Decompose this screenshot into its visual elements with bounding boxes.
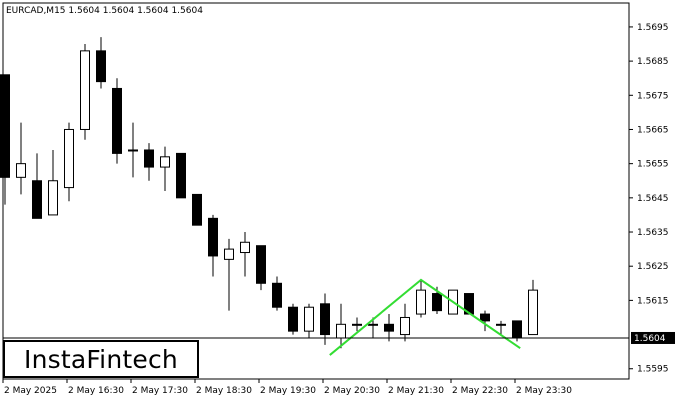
- candle: [0, 74, 10, 205]
- x-tick-label: 2 May 22:30: [452, 386, 508, 396]
- candle-body: [176, 152, 186, 199]
- candle: [144, 143, 154, 181]
- candle: [32, 153, 42, 219]
- candle-body: [496, 323, 506, 326]
- candle-body: [336, 323, 346, 339]
- y-tick-label: 1.5625: [637, 262, 669, 272]
- candle: [16, 122, 26, 195]
- candle-body: [224, 248, 234, 260]
- candle: [384, 314, 394, 342]
- candle-body: [416, 289, 426, 315]
- candle: [528, 279, 538, 336]
- candle-body: [32, 180, 42, 219]
- candle-body: [64, 128, 74, 189]
- logo-text: InstaFintech: [24, 344, 178, 374]
- candle: [304, 303, 314, 338]
- y-axis: 1.5695 1.5685 1.5675 1.5665 1.5655 1.5645 1.56…: [629, 23, 669, 375]
- y-tick-label: 1.5595: [637, 365, 669, 375]
- x-tick-label: 2 May 18:30: [196, 386, 252, 396]
- candle-body: [480, 313, 490, 322]
- candle: [320, 293, 330, 345]
- x-axis: 2 May 2025 2 May 16:30 2 May 17:30 2 May 18…: [2, 379, 572, 396]
- y-tick-label: 1.5615: [637, 296, 669, 306]
- candle: [416, 279, 426, 318]
- candle-body: [96, 50, 106, 83]
- candle: [160, 146, 170, 191]
- candle-body: [352, 323, 362, 326]
- x-tick-label: 2 May 17:30: [132, 386, 188, 396]
- candle: [496, 320, 506, 335]
- pattern-group: [329, 278, 521, 356]
- candles-group: [0, 37, 538, 349]
- candle-body: [48, 180, 58, 216]
- candle-body: [160, 156, 170, 168]
- x-tick-label: 2 May 2025: [4, 386, 57, 396]
- y-tick-label: 1.5695: [637, 23, 669, 33]
- candle: [128, 122, 138, 178]
- candle: [96, 37, 106, 89]
- candle-body: [304, 306, 314, 332]
- candle: [352, 317, 362, 332]
- x-tick-label: 2 May 21:30: [388, 386, 444, 396]
- candle-body: [208, 217, 218, 257]
- candle: [480, 310, 490, 332]
- candle: [336, 303, 346, 349]
- x-tick-label: 2 May 16:30: [68, 386, 124, 396]
- candle-body: [80, 50, 90, 130]
- candle-body: [384, 323, 394, 332]
- candle-body: [240, 241, 250, 254]
- candle-body: [512, 320, 522, 339]
- candle: [400, 303, 410, 342]
- candle-body: [288, 306, 298, 332]
- candle: [240, 232, 250, 277]
- candle-body: [400, 316, 410, 336]
- y-tick-label: 1.5655: [637, 160, 669, 170]
- candle-body: [112, 87, 122, 154]
- candle-body: [0, 74, 10, 178]
- instafintech-logo: InstaFintech: [3, 340, 199, 378]
- y-tick-label: 1.5665: [637, 125, 669, 135]
- candle: [224, 238, 234, 311]
- x-tick-label: 2 May 20:30: [324, 386, 380, 396]
- candle: [288, 303, 298, 335]
- y-tick-label: 1.5635: [637, 228, 669, 238]
- candle-body: [192, 193, 202, 226]
- candle-body: [432, 293, 442, 312]
- candle-body: [144, 149, 154, 168]
- candle: [272, 276, 282, 311]
- candle-body: [128, 149, 138, 152]
- candle-body: [16, 163, 26, 178]
- candle-body: [368, 323, 378, 326]
- x-tick-label: 2 May 19:30: [260, 386, 316, 396]
- x-tick-label: 2 May 23:30: [516, 386, 572, 396]
- y-tick-label: 1.5675: [637, 91, 669, 101]
- candle: [208, 214, 218, 277]
- candle: [176, 152, 186, 199]
- candle: [80, 44, 90, 140]
- current-price-label: 1.5604: [634, 334, 666, 344]
- current-price-badge: 1.5604: [631, 331, 675, 344]
- candle: [368, 317, 378, 338]
- plot-area-frame: [2, 2, 630, 380]
- candle: [112, 78, 122, 164]
- candle: [256, 245, 266, 291]
- candle: [192, 193, 202, 226]
- candle: [48, 149, 58, 216]
- y-tick-label: 1.5645: [637, 194, 669, 204]
- candle-body: [320, 303, 330, 336]
- pattern-line: [329, 278, 521, 356]
- candle-body: [256, 245, 266, 284]
- candle-body: [528, 289, 538, 336]
- chart-title: EURCAD,M15 1.5604 1.5604 1.5604 1.5604: [6, 6, 203, 16]
- candle-body: [272, 282, 282, 308]
- candle: [64, 122, 74, 202]
- y-tick-label: 1.5685: [637, 57, 669, 67]
